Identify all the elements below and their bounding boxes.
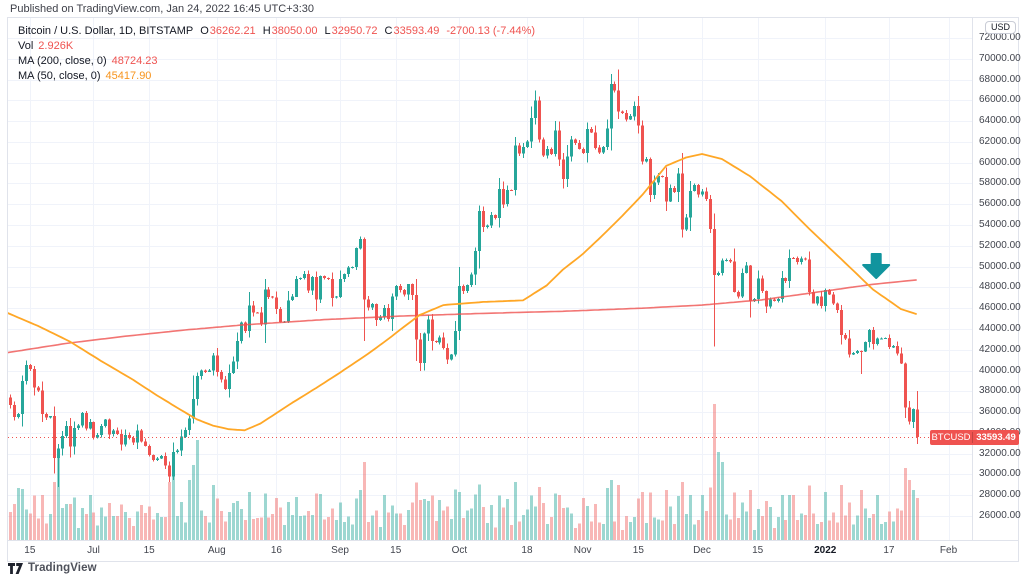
- last-price-label: BTCUSD 33593.49: [930, 429, 1019, 445]
- last-price-value: 33593.49: [976, 431, 1016, 443]
- price-tick-label: 54000.00: [979, 219, 1021, 231]
- tradingview-logo-icon: [8, 562, 23, 574]
- time-tick-label: Aug: [207, 545, 226, 556]
- price-tick-label: 68000.00: [979, 73, 1021, 85]
- ohlc-open-letter: O: [200, 25, 209, 37]
- ma200-line: [8, 279, 917, 354]
- ohlc-low-value: 32950.72: [331, 25, 378, 37]
- time-axis[interactable]: 15 Jul 15 Aug 16 Sep 15 Oct 18 Nov 15 Dec 15 2022 17 Fe…: [8, 540, 1018, 561]
- tradingview-attribution[interactable]: TradingView: [8, 562, 97, 574]
- time-tick-label: 16: [270, 545, 282, 556]
- down-arrow-annotation: [862, 253, 891, 279]
- time-tick-label: 15: [143, 545, 155, 556]
- legend: Bitcoin / U.S. Dollar, 1D, BITSTAMP O3626…: [18, 24, 535, 84]
- time-tick-label: 15: [632, 545, 644, 556]
- price-tick-label: 50000.00: [979, 260, 1021, 272]
- volume-label: Vol: [18, 40, 34, 52]
- price-tick-label: 38000.00: [979, 385, 1021, 397]
- price-chart-canvas[interactable]: [8, 18, 972, 540]
- price-tick-label: 30000.00: [979, 468, 1021, 480]
- ohlc-open-value: 36262.21: [209, 25, 256, 37]
- chart-frame: Bitcoin / U.S. Dollar, 1D, BITSTAMP O3626…: [7, 17, 1021, 562]
- ma200-label: MA (200, close, 0): [18, 55, 107, 67]
- price-tick-label: 56000.00: [979, 198, 1021, 210]
- price-tick-label: 36000.00: [979, 406, 1021, 418]
- time-tick-label: Jul: [87, 545, 100, 556]
- ohlc-high-letter: H: [262, 25, 271, 37]
- time-tick-label: Nov: [573, 545, 592, 556]
- volume-value: 2.926K: [38, 40, 74, 52]
- price-tick-label: 62000.00: [979, 135, 1021, 147]
- price-tick-label: 28000.00: [979, 489, 1021, 501]
- time-tick-label: 15: [390, 545, 402, 556]
- ma200-value: 48724.23: [111, 55, 158, 67]
- time-tick-label: 15: [752, 545, 764, 556]
- ohlc-close-letter: C: [384, 25, 393, 37]
- ohlc-close-value: 33593.49: [393, 25, 440, 37]
- ma50-label: MA (50, close, 0): [18, 70, 101, 82]
- price-tick-label: 64000.00: [979, 115, 1021, 127]
- time-tick-label: 17: [883, 545, 895, 556]
- price-tick-label: 44000.00: [979, 322, 1021, 334]
- ohlc-low-letter: L: [324, 25, 331, 37]
- time-tick-label: 2022: [814, 545, 837, 556]
- price-axis[interactable]: 26000.0028000.0030000.0032000.0034000.00…: [972, 18, 1021, 540]
- price-tick-label: 32000.00: [979, 447, 1021, 459]
- last-price-symbol: BTCUSD: [930, 431, 973, 443]
- time-tick-label: Dec: [693, 545, 711, 556]
- legend-volume-row: Vol 2.926K: [18, 39, 535, 54]
- time-tick-label: Sep: [331, 545, 349, 556]
- price-tick-label: 48000.00: [979, 281, 1021, 293]
- tradingview-logo-text: TradingView: [28, 562, 97, 574]
- legend-symbol-row: Bitcoin / U.S. Dollar, 1D, BITSTAMP O3626…: [18, 24, 535, 39]
- price-tick-label: 26000.00: [979, 510, 1021, 521]
- ohlc-high-value: 38050.00: [271, 25, 318, 37]
- price-tick-label: 58000.00: [979, 177, 1021, 189]
- symbol-title: Bitcoin / U.S. Dollar, 1D, BITSTAMP: [18, 25, 194, 37]
- price-tick-label: 66000.00: [979, 94, 1021, 106]
- time-tick-label: Feb: [939, 545, 958, 556]
- price-tick-label: 72000.00: [979, 32, 1021, 43]
- price-tick-label: 46000.00: [979, 302, 1021, 314]
- price-tick-label: 40000.00: [979, 364, 1021, 376]
- grid-lines: [8, 18, 972, 540]
- legend-ma200-row: MA (200, close, 0) 48724.23: [18, 54, 535, 69]
- price-tick-label: 42000.00: [979, 343, 1021, 355]
- currency-toggle-button[interactable]: USD: [985, 21, 1017, 34]
- ma50-value: 45417.90: [105, 70, 152, 82]
- time-tick-label: 15: [24, 545, 36, 556]
- ma50-line: [8, 153, 917, 432]
- price-tick-label: 70000.00: [979, 52, 1021, 64]
- volume-bars: [9, 404, 919, 540]
- time-tick-label: Oct: [451, 545, 468, 556]
- change-value: -2700.13 (-7.44%): [446, 25, 536, 37]
- published-caption: Published on TradingView.com, Jan 24, 20…: [10, 3, 315, 15]
- price-tick-label: 52000.00: [979, 239, 1021, 251]
- price-tick-label: 60000.00: [979, 156, 1021, 168]
- legend-ma50-row: MA (50, close, 0) 45417.90: [18, 69, 535, 84]
- time-tick-label: 18: [521, 545, 533, 556]
- candles: [9, 69, 919, 487]
